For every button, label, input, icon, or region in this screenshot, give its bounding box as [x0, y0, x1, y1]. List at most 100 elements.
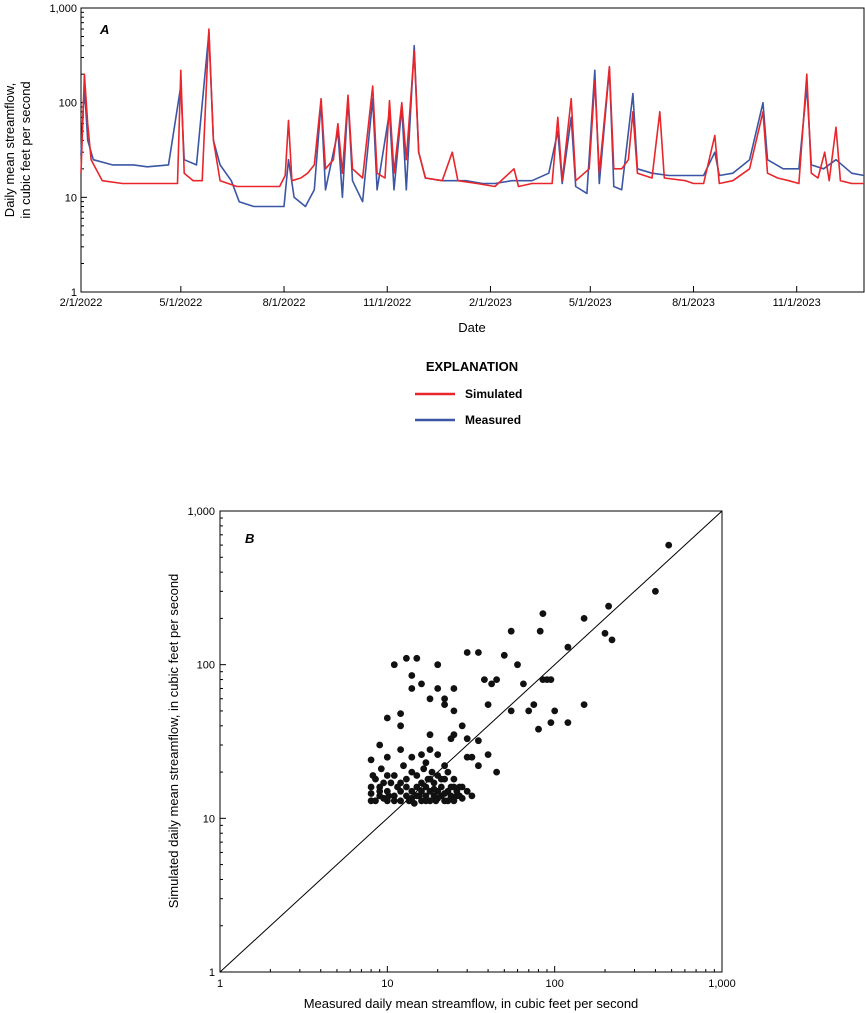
scatter-point: [444, 797, 452, 805]
panel-a-x-tick-label: 2/1/2023: [469, 297, 512, 309]
scatter-point: [475, 649, 482, 656]
scatter-point: [447, 792, 455, 800]
scatter-point: [390, 661, 398, 669]
legend-label-measured: Measured: [465, 413, 521, 427]
scatter-point: [387, 779, 395, 787]
scatter-point: [426, 746, 434, 753]
legend-label-simulated: Simulated: [465, 387, 522, 401]
panel-b-x-axis-label: Measured daily mean streamflow, in cubic…: [304, 996, 639, 1011]
scatter-point: [434, 685, 442, 692]
scatter-point: [383, 714, 391, 722]
scatter-point: [418, 779, 425, 787]
scatter-point: [441, 762, 448, 770]
scatter-point: [413, 772, 421, 779]
scatter-point: [430, 785, 438, 793]
legend-title: EXPLANATION: [426, 359, 518, 374]
scatter-point: [408, 753, 416, 761]
scatter-point: [450, 685, 458, 692]
scatter-point: [484, 701, 492, 708]
scatter-point: [400, 762, 407, 770]
scatter-point: [488, 680, 495, 688]
scatter-point: [441, 701, 448, 708]
scatter-point: [372, 797, 379, 805]
scatter-point: [500, 651, 508, 659]
scatter-point: [475, 762, 482, 770]
one-to-one-line: [219, 510, 723, 973]
scatter-point: [468, 792, 476, 800]
scatter-point: [390, 797, 398, 805]
scatter-point: [403, 783, 410, 791]
scatter-point: [369, 772, 377, 779]
scatter-point: [530, 701, 538, 708]
scatter-point: [447, 783, 455, 791]
scatter-point: [390, 772, 398, 779]
scatter-point: [507, 627, 515, 635]
scatter-point: [408, 672, 416, 679]
scatter-point: [564, 719, 572, 726]
scatter-point: [383, 753, 391, 761]
panel-a-x-tick-label: 5/1/2023: [569, 297, 612, 309]
panel-b-label: B: [245, 531, 254, 546]
scatter-point: [426, 775, 434, 783]
panel-b-y-tick-label: 1: [209, 967, 215, 979]
scatter-point: [456, 783, 463, 791]
scatter-point: [450, 775, 458, 783]
panel-b-x-tick-label: 100: [545, 978, 563, 990]
scatter-point: [450, 797, 458, 805]
scatter-point: [367, 790, 375, 797]
panel-a-x-axis-label: Date: [458, 320, 485, 335]
panel-a-y-tick-label: 10: [65, 192, 77, 204]
panel-b-y-tick-label: 100: [197, 660, 215, 672]
panel-a-x-tick-label: 8/1/2023: [672, 297, 715, 309]
panel-b-scatter: B 1 10 100 1,000 1 10 100 1,000 Measured daily …: [166, 506, 736, 1011]
scatter-point: [413, 654, 421, 662]
scatter-point: [426, 695, 434, 703]
scatter-point: [447, 735, 455, 743]
scatter-point: [536, 627, 544, 635]
panel-b-x-tick-label: 10: [381, 978, 393, 990]
scatter-point: [450, 707, 458, 715]
scatter-point: [385, 792, 393, 800]
panel-a-y-tick-label: 100: [59, 98, 77, 110]
panel-a-y-axis-label-line2: in cubic feet per second: [18, 81, 33, 218]
scatter-point: [437, 783, 445, 791]
scatter-point: [380, 794, 387, 802]
scatter-point: [426, 731, 434, 739]
panel-a-x-tick-label: 11/1/2023: [773, 297, 821, 309]
scatter-point: [367, 756, 375, 764]
scatter-point: [453, 792, 461, 800]
scatter-point: [520, 680, 527, 688]
scatter-point: [665, 541, 673, 549]
scatter-point: [652, 587, 659, 595]
scatter-point: [564, 643, 572, 651]
scatter-point: [403, 775, 410, 783]
scatter-point: [403, 654, 410, 662]
panel-a-x-tick-label: 2/1/2022: [60, 297, 103, 309]
panel-b-frame: [219, 510, 723, 973]
scatter-point: [437, 775, 445, 783]
scatter-point: [551, 707, 559, 715]
panel-b-y-tick-label: 10: [203, 813, 215, 825]
panel-a-x-tick-label: 8/1/2022: [263, 297, 306, 309]
panel-b-y-tick-label: 1,000: [187, 506, 215, 518]
series-line-simulated: [80, 28, 864, 188]
scatter-point: [514, 661, 521, 669]
scatter-point: [547, 719, 555, 726]
scatter-point: [434, 751, 442, 758]
scatter-point: [434, 661, 442, 669]
panel-a-hydrograph: A 1 10 100 1,000 2/1/2022 5/1/2022 8/1/2022 11…: [2, 3, 865, 335]
scatter-point: [547, 676, 555, 683]
scatter-point: [413, 792, 421, 800]
scatter-point: [397, 710, 404, 717]
scatter-point: [397, 797, 404, 805]
scatter-point: [441, 695, 448, 703]
scatter-point: [428, 768, 436, 776]
scatter-point: [377, 765, 385, 773]
scatter-point: [397, 779, 404, 787]
scatter-point: [376, 783, 384, 791]
scatter-point: [367, 783, 375, 791]
scatter-point: [481, 676, 488, 683]
scatter-point: [408, 787, 416, 795]
scatter-point: [390, 792, 398, 800]
scatter-point: [539, 676, 547, 683]
